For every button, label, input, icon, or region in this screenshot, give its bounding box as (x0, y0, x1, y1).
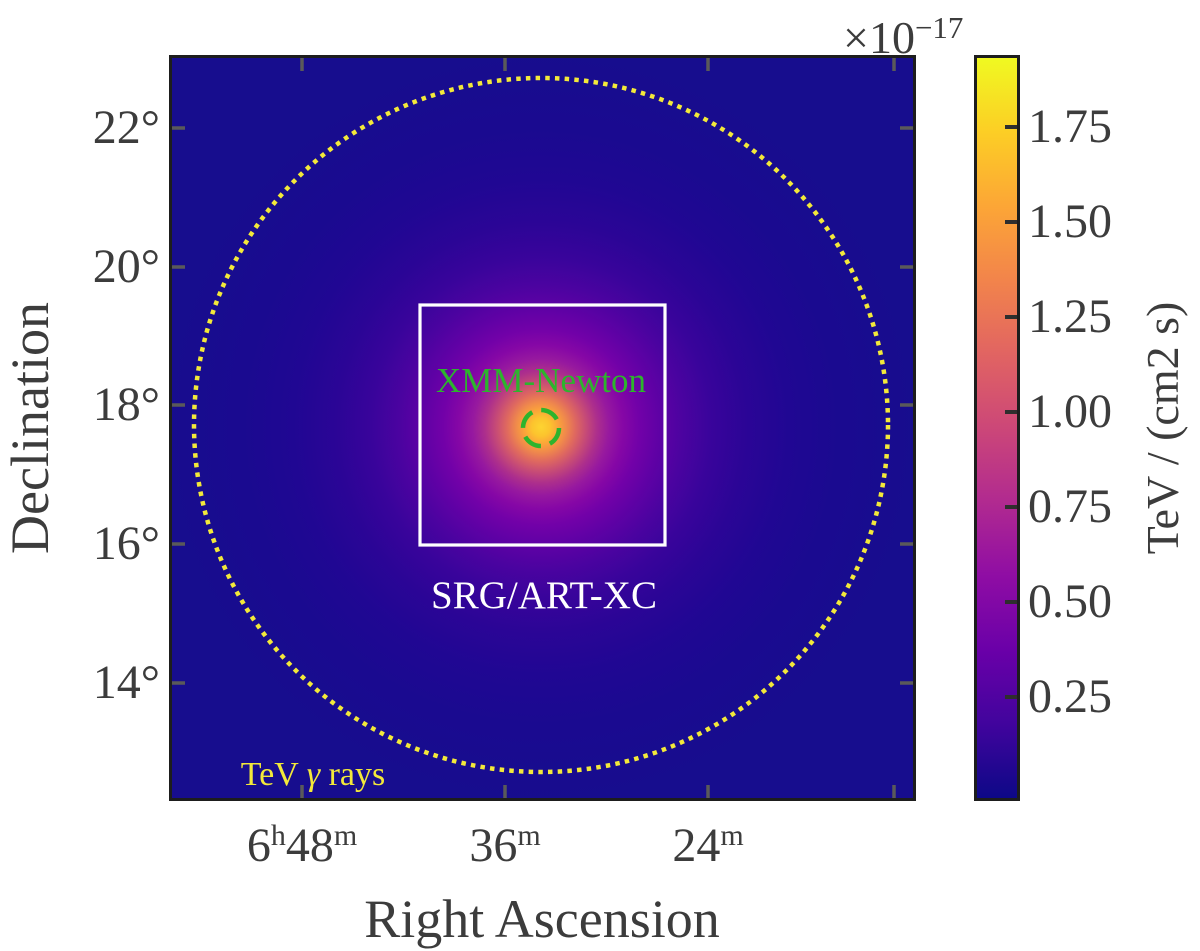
label-part: h (270, 819, 286, 852)
label-part: 36 (469, 819, 518, 872)
label-part: 24 (672, 819, 721, 872)
x-axis-title: Right Ascension (364, 889, 720, 949)
colorbar-tick-label: 1.75 (1028, 100, 1112, 153)
axis-ticks (172, 58, 913, 798)
label-part: γ (306, 756, 321, 793)
colorbar-tick-mark (1005, 220, 1017, 224)
srg-artxc-label: SRG/ART-XC (431, 574, 657, 617)
label-part: rays (320, 756, 386, 793)
label-part: m (720, 819, 744, 852)
colorbar-tick-mark (1005, 600, 1017, 604)
artxc-square (418, 303, 667, 547)
y-tick-label: 18° (92, 378, 160, 431)
colorbar-tick-label: 0.50 (1028, 575, 1112, 628)
y-tick-label: 22° (92, 101, 160, 154)
colorbar-tick-mark (1005, 695, 1017, 699)
tev-gamma-dotted-circle (191, 75, 891, 775)
colorbar-tick-label: 1.50 (1028, 195, 1112, 248)
x-tick-label: 24m (588, 804, 828, 878)
label-part: 6 (246, 819, 271, 872)
colorbar-tick-mark (1005, 125, 1017, 129)
label-part: TeV (240, 756, 307, 793)
y-tick-label: 14° (92, 656, 160, 709)
tev-gamma-rays-label: TeV γ rays (163, 753, 463, 797)
y-tick-label: 16° (92, 517, 160, 570)
sky-map (169, 55, 916, 801)
colorbar-tick-mark (1005, 315, 1017, 319)
colorbar (974, 55, 1020, 801)
label-part: 48 (285, 819, 334, 872)
label-part: m (333, 819, 358, 852)
x-tick-label: 6h48m (182, 804, 422, 878)
colorbar-tick-mark (1005, 410, 1017, 414)
colorbar-tick-label: 0.75 (1028, 480, 1112, 533)
colorbar-tick-mark (1005, 505, 1017, 509)
colorbar-title: TeV / (cm2 s) (1137, 301, 1188, 555)
y-tick-label: 20° (92, 240, 160, 293)
xmm-dashed-circle (520, 407, 562, 449)
y-axis-title: Declination (0, 302, 60, 554)
label-part: ×10 (843, 12, 915, 63)
xmm-newton-label: XMM-Newton (436, 361, 646, 400)
label-part: m (517, 819, 541, 852)
colorbar-tick-label: 0.25 (1028, 670, 1112, 723)
colorbar-tick-label: 1.25 (1028, 290, 1112, 343)
label-part: −17 (914, 10, 964, 45)
plot-overlay (172, 58, 913, 798)
colorbar-scale-offset: ×10−17 (843, 0, 1043, 66)
colorbar-tick-label: 1.00 (1028, 385, 1112, 438)
x-tick-label: 36m (385, 804, 625, 878)
